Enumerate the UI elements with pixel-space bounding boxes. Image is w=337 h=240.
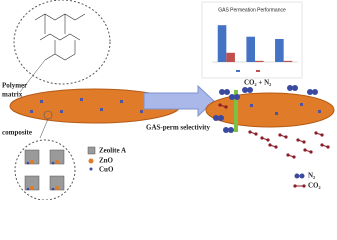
label: composite (2, 129, 32, 137)
co2 (248, 130, 252, 134)
co2 (320, 133, 324, 137)
gas-molecules (213, 85, 330, 159)
membrane-ellipse (205, 92, 335, 128)
legend-swatch (299, 173, 305, 179)
n2 (223, 127, 229, 133)
n2 (234, 94, 240, 100)
bar (246, 36, 255, 62)
co2 (286, 153, 290, 157)
zno (30, 160, 59, 190)
co2 (274, 145, 278, 149)
cuo (26, 161, 55, 191)
legend-swatch (236, 70, 240, 72)
n2 (213, 115, 219, 121)
co2 (320, 143, 324, 147)
bar (226, 52, 235, 62)
feed-label: CO₂ + N₂ (244, 79, 271, 87)
legend-label: CuO (99, 166, 114, 174)
n2 (219, 89, 225, 95)
structure-circle (13, 0, 111, 85)
n2 (228, 127, 234, 133)
bar (275, 39, 284, 62)
n2 (312, 89, 318, 95)
legend-swatch (302, 184, 306, 188)
co2 (224, 105, 228, 109)
legend-swatch (256, 70, 260, 72)
co2 (314, 131, 318, 135)
arrow-label: GAS-perm selectivity (146, 124, 210, 132)
n2 (224, 89, 230, 95)
n2 (242, 87, 248, 93)
n2 (307, 89, 313, 95)
bar (217, 25, 227, 62)
legend-swatch (88, 158, 94, 164)
zeolite (24, 149, 65, 191)
bar (283, 60, 293, 62)
particles (250, 103, 321, 115)
co2 (284, 135, 288, 139)
legend-swatch (87, 146, 96, 155)
n2 (247, 87, 253, 93)
co2 (218, 103, 222, 107)
co2 (268, 143, 272, 147)
selective-layer (234, 90, 238, 132)
n2 (287, 85, 293, 91)
connector (19, 59, 46, 93)
co2 (260, 136, 264, 140)
co2 (326, 145, 330, 149)
legend-label: N₂ (308, 172, 315, 180)
legend-swatch (293, 184, 297, 188)
co2 (303, 148, 307, 152)
label: Polymer (2, 82, 27, 90)
co2 (278, 133, 282, 137)
n2 (218, 115, 224, 121)
legend-swatch (294, 173, 300, 179)
inset-title: GAS Permeation Performance (218, 7, 286, 13)
co2 (302, 140, 306, 144)
graphical-abstract: Polymer matrix composite Zeolite A ZnO C… (2, 0, 335, 200)
co2 (266, 138, 270, 142)
composite-circle (14, 139, 76, 200)
structure (34, 13, 86, 61)
co2 (292, 155, 296, 159)
legend-swatch (89, 167, 93, 171)
co2 (296, 138, 300, 142)
n2 (292, 85, 298, 91)
co2 (254, 132, 258, 136)
legend-label: Zeolite A (99, 147, 126, 155)
bar (255, 60, 264, 62)
co2 (309, 150, 313, 154)
n2 (229, 94, 235, 100)
connector (39, 118, 49, 139)
legend-label: ZnO (99, 157, 114, 165)
label: matrix (2, 91, 23, 99)
legend-label: CO₂ (308, 182, 321, 190)
